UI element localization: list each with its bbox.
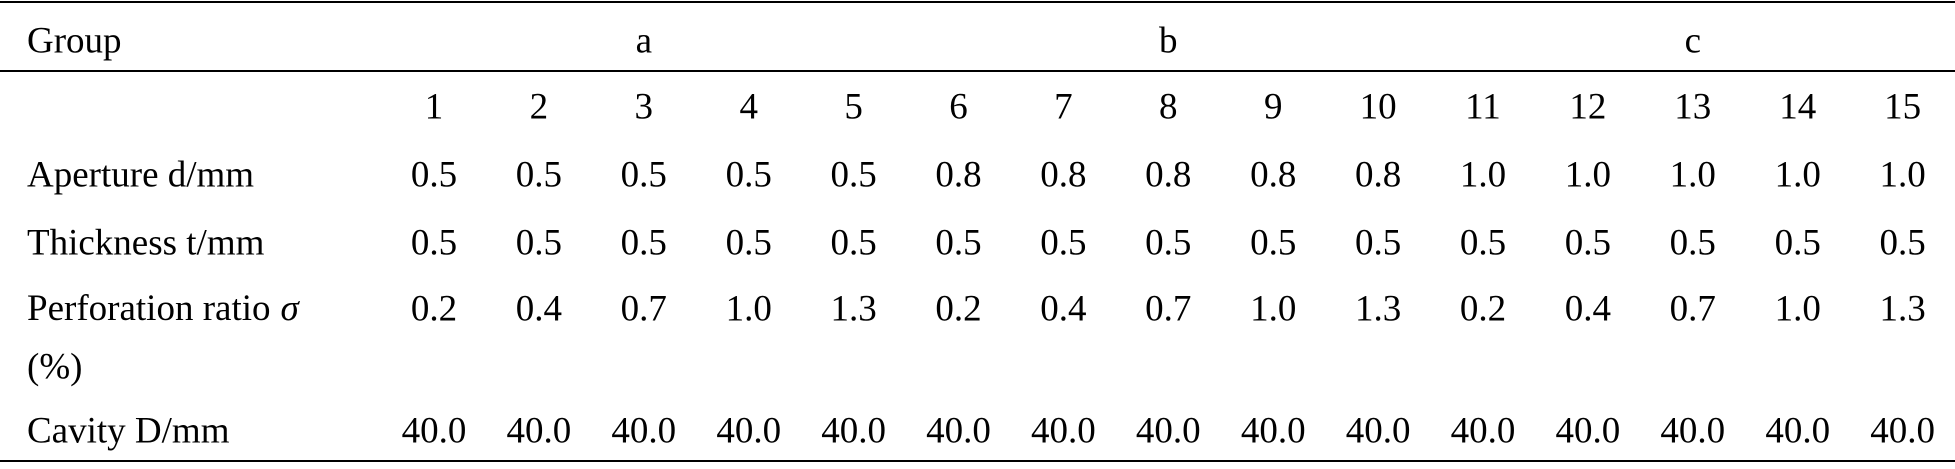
column-number: 1 — [425, 86, 444, 127]
cell: 1.3 — [830, 288, 876, 329]
column-number: 13 — [1674, 86, 1711, 127]
cell: 1.0 — [1565, 154, 1611, 195]
cell: 0.5 — [411, 222, 457, 263]
column-number: 7 — [1054, 86, 1073, 127]
cell: 0.4 — [516, 288, 562, 329]
column-number: 4 — [739, 86, 758, 127]
cell: 1.3 — [1355, 288, 1401, 329]
cell: 0.2 — [411, 288, 457, 329]
cell: 1.0 — [1775, 154, 1821, 195]
cell: 0.5 — [1670, 222, 1716, 263]
cell: 0.5 — [1250, 222, 1296, 263]
cell: 40.0 — [926, 410, 991, 451]
cell: 0.8 — [935, 154, 981, 195]
column-number: 15 — [1884, 86, 1921, 127]
cell: 40.0 — [402, 410, 467, 451]
cell: 1.3 — [1879, 288, 1925, 329]
cell: 0.4 — [1565, 288, 1611, 329]
row-label: Cavity D/mm — [27, 410, 230, 451]
cell: 0.5 — [726, 154, 772, 195]
column-number: 10 — [1360, 86, 1397, 127]
cell: 1.0 — [1250, 288, 1296, 329]
cell: 0.5 — [621, 222, 667, 263]
cell: 0.5 — [935, 222, 981, 263]
cell: 1.0 — [1670, 154, 1716, 195]
column-number: 5 — [844, 86, 863, 127]
cell: 0.8 — [1145, 154, 1191, 195]
cell: 1.0 — [1775, 288, 1821, 329]
group-label: b — [1159, 20, 1178, 61]
cell: 0.5 — [1355, 222, 1401, 263]
cell: 0.5 — [830, 222, 876, 263]
column-number: 2 — [530, 86, 549, 127]
cell: 40.0 — [1241, 410, 1306, 451]
row-label: Thickness t/mm — [27, 222, 265, 263]
column-number: 9 — [1264, 86, 1283, 127]
column-number: 12 — [1569, 86, 1606, 127]
row-label-symbol: σ — [281, 288, 301, 329]
cell: 0.5 — [830, 154, 876, 195]
row-label: Aperture d/mm — [27, 154, 254, 195]
cell: 40.0 — [716, 410, 781, 451]
row-label-text: Perforation ratio — [27, 288, 271, 329]
cell: 40.0 — [1031, 410, 1096, 451]
row-label-unit: (%) — [27, 346, 82, 387]
cell: 0.8 — [1250, 154, 1296, 195]
cell: 0.5 — [516, 222, 562, 263]
cell: 1.0 — [726, 288, 772, 329]
cell: 40.0 — [1136, 410, 1201, 451]
cell: 0.5 — [516, 154, 562, 195]
cell: 0.8 — [1355, 154, 1401, 195]
cell: 0.2 — [1460, 288, 1506, 329]
cell: 0.5 — [1145, 222, 1191, 263]
cell: 0.5 — [621, 154, 667, 195]
column-number: 3 — [635, 86, 654, 127]
cell: 1.0 — [1879, 154, 1925, 195]
cell: 0.7 — [1145, 288, 1191, 329]
column-number: 6 — [949, 86, 968, 127]
cell: 0.5 — [1565, 222, 1611, 263]
cell: 0.7 — [1670, 288, 1716, 329]
cell: 40.0 — [507, 410, 572, 451]
cell: 1.0 — [1460, 154, 1506, 195]
cell: 0.5 — [411, 154, 457, 195]
cell: 0.4 — [1040, 288, 1086, 329]
cell: 40.0 — [1765, 410, 1830, 451]
cell: 0.5 — [1879, 222, 1925, 263]
cell: 40.0 — [1451, 410, 1516, 451]
cell: 40.0 — [1870, 410, 1935, 451]
cell: 0.5 — [1460, 222, 1506, 263]
cell: 0.7 — [621, 288, 667, 329]
column-number: 8 — [1159, 86, 1178, 127]
cell: 40.0 — [1556, 410, 1621, 451]
group-label: a — [636, 20, 652, 61]
cell: 0.5 — [726, 222, 772, 263]
group-label: c — [1685, 20, 1701, 61]
cell: 40.0 — [1346, 410, 1411, 451]
cell: 0.8 — [1040, 154, 1086, 195]
cell: 40.0 — [821, 410, 886, 451]
cell: 0.5 — [1775, 222, 1821, 263]
cell: 40.0 — [611, 410, 676, 451]
header-label: Group — [27, 20, 122, 61]
cell: 0.2 — [935, 288, 981, 329]
column-number: 11 — [1465, 86, 1501, 127]
cell: 40.0 — [1660, 410, 1725, 451]
cell: 0.5 — [1040, 222, 1086, 263]
column-number: 14 — [1779, 86, 1816, 127]
row-label: Perforation ratio σ — [27, 288, 301, 329]
